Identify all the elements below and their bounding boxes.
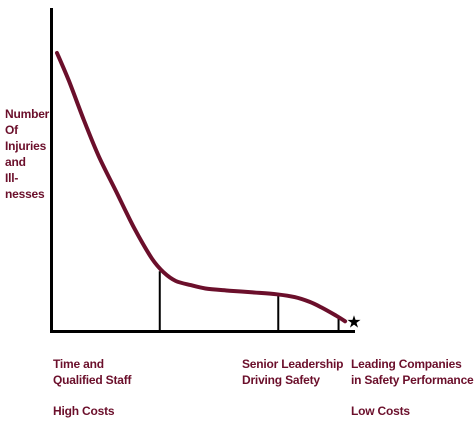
y-axis-label-line: Ill- [5,171,19,185]
stage-label-leading-companies: Leading Companies in Safety Performance [351,356,474,388]
stage-label-line: Leading Companies [351,357,462,371]
y-axis-label-line: Of [5,123,18,137]
cost-label-high: High Costs [53,404,115,418]
stage-label-senior-leadership: Senior Leadership Driving Safety [242,356,343,388]
injury-trend-line [55,51,348,324]
stage-label-line: in Safety Performance [351,373,474,387]
y-axis-label: Number Of Injuries and Ill- nesses [5,106,49,202]
y-axis-label-line: and [5,155,26,169]
y-axis-label-line: Number [5,107,50,121]
stage-label-time-staff: Time and Qualified Staff [53,356,132,388]
stage-label-line: Qualified Staff [53,373,132,387]
cost-label-low: Low Costs [351,404,410,418]
y-axis-label-line: nesses [5,187,45,201]
star-icon: ★ [346,313,361,333]
y-axis-label-line: Injuries [5,139,47,153]
stage-label-line: Driving Safety [242,373,320,387]
stage-label-line: Time and [53,357,104,371]
stage-label-line: Senior Leadership [242,357,344,371]
